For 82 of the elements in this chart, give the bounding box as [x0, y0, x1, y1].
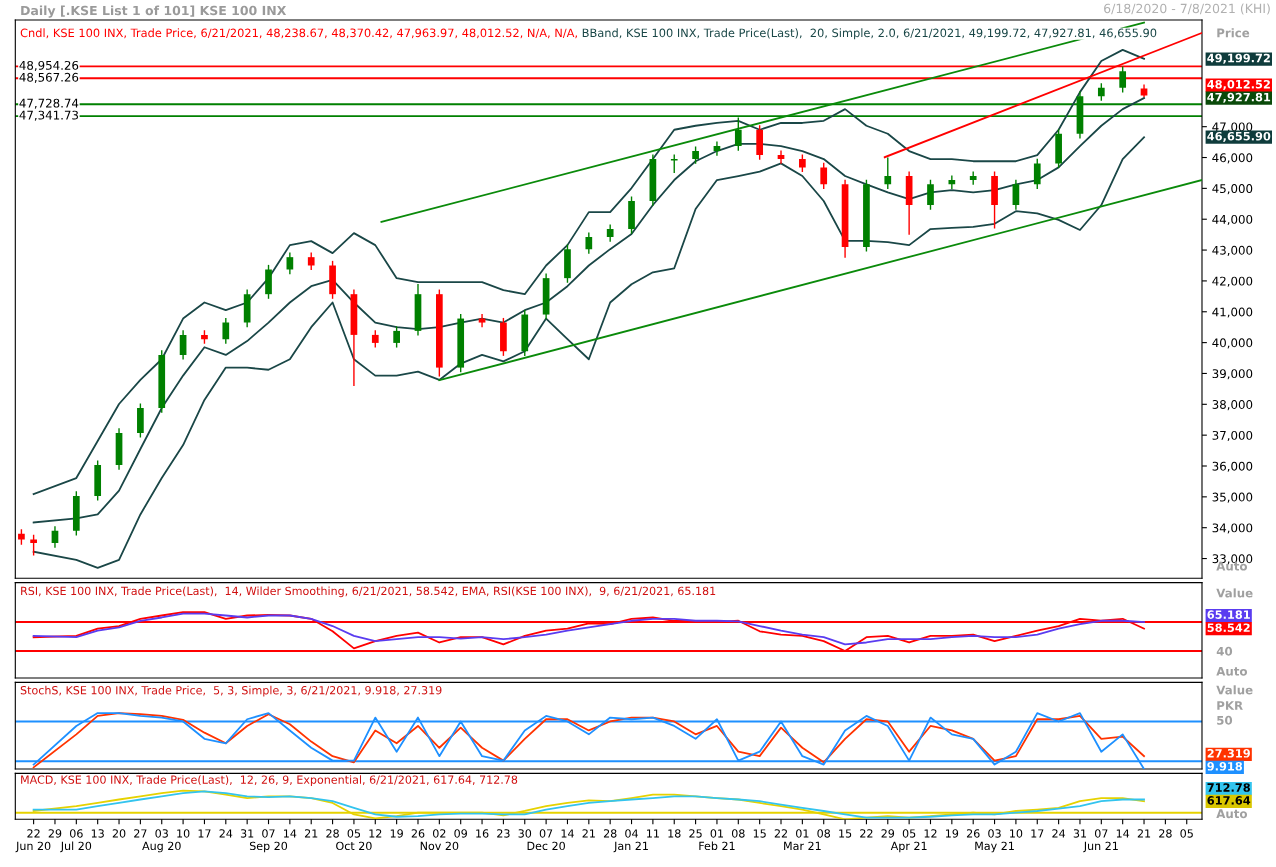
x-tick-label: 20 — [112, 829, 126, 838]
x-tick-label: 13 — [91, 829, 104, 838]
x-tick-label: 19 — [945, 829, 959, 838]
y-tick-label: 46,000 — [1212, 153, 1253, 164]
ref-line-label: 47,341.73 — [19, 110, 79, 121]
x-tick-label: 26 — [966, 829, 980, 838]
y-tick-label: 35,000 — [1212, 492, 1253, 503]
x-tick-label: 21 — [1137, 829, 1151, 838]
text: Value — [1216, 685, 1253, 695]
x-tick-label: 28 — [1159, 829, 1172, 838]
x-tick-label: 10 — [177, 829, 190, 838]
x-tick-label: 22 — [774, 829, 787, 838]
text: 617.64 — [1207, 796, 1251, 805]
ref-line-label: 48,954.26 — [19, 60, 79, 72]
x-tick-label: 26 — [411, 829, 425, 838]
x-tick-label: 15 — [753, 829, 766, 838]
text: 50 — [1217, 715, 1233, 725]
x-tick-label: 08 — [817, 829, 831, 838]
text: 49,199.72 — [1207, 53, 1270, 64]
y-tick-label: 45,000 — [1212, 184, 1253, 195]
x-tick-label: 29 — [881, 829, 895, 838]
chart-title: Daily [.KSE List 1 of 101] KSE 100 INX — [21, 5, 287, 18]
x-tick-label: 21 — [304, 829, 318, 838]
chart-title: RSI, KSE 100 INX, Trade Price(Last), 14, Wilder Smoothing, 6/21/2021, 58.542, EMA, RSI(KSE 100 INX), 9, 6/21/2021, 65.181 — [21, 586, 716, 598]
text: 9.918 — [1207, 761, 1243, 771]
x-tick-label: 12 — [924, 829, 937, 838]
text: 46,655.90 — [1207, 131, 1271, 142]
x-tick-label: 08 — [731, 829, 745, 838]
x-tick-label: 14 — [284, 829, 297, 838]
x-tick-label: 27 — [134, 829, 147, 838]
y-tick-label: 43,000 — [1212, 245, 1253, 256]
x-tick-label: 30 — [518, 829, 532, 838]
y-tick-label: 38,000 — [1212, 400, 1253, 411]
x-tick-label: 23 — [497, 829, 510, 838]
x-tick-label: 24 — [219, 829, 233, 838]
x-tick-label: 21 — [582, 829, 595, 838]
y-tick-label: 40,000 — [1212, 338, 1253, 349]
text: PKR — [1217, 701, 1243, 710]
y-tick-label: 37,000 — [1212, 430, 1253, 442]
text: 27.319 — [1207, 748, 1250, 758]
x-tick-label: 24 — [1052, 829, 1066, 838]
y-tick-label: 39,000 — [1212, 369, 1253, 380]
text: 58.542 — [1207, 623, 1250, 632]
chart-title: StochS, KSE 100 INX, Trade Price, 5, 3, Simple, 3, 6/21/2021, 9.918, 27.319 — [20, 685, 442, 697]
text: Price — [1217, 28, 1250, 38]
text: 712.78 — [1207, 783, 1250, 792]
x-tick-label: 17 — [1031, 829, 1044, 838]
x-tick-label: 14 — [561, 829, 574, 838]
y-tick-label: 44,000 — [1212, 214, 1253, 226]
x-tick-label: 09 — [454, 829, 467, 838]
y-tick-label: 34,000 — [1212, 523, 1253, 534]
x-tick-label: 12 — [369, 829, 382, 838]
y-tick-label: 41,000 — [1212, 307, 1253, 318]
ref-line-label: 48,567.26 — [19, 72, 79, 83]
x-tick-label: 28 — [603, 829, 617, 838]
chart-title: MACD, KSE 100 INX, Trade Price(Last), 12, 26, 9, Exponential, 6/21/2021, 617.64, 712.78 — [21, 775, 518, 786]
annotation: BBand, KSE 100 INX, Trade Price(Last), 20, Simple, 2.0, 6/21/2021, 49,199.72, 47,927.81, 46,655.90 — [582, 28, 1157, 40]
x-tick-label: 11 — [647, 829, 659, 838]
text: 65.181 — [1207, 610, 1250, 619]
y-tick-label: 36,000 — [1212, 461, 1253, 472]
x-tick-label: 31 — [240, 829, 254, 838]
ref-line-label: 47,728.74 — [19, 98, 79, 109]
x-tick-label: 14 — [1116, 829, 1130, 838]
annotation: Cndl, KSE 100 INX, Trade Price, 6/21/2021, 48,238.67, 48,370.42, 47,963.97, 48,012.52, N/A, N/A, — [20, 28, 577, 39]
y-tick-label: 42,000 — [1212, 276, 1253, 287]
x-tick-label: 05 — [1180, 829, 1193, 838]
y-tick-label: 47,000 — [1212, 122, 1253, 133]
text: 47,927.81 — [1207, 92, 1271, 103]
text: Auto — [1216, 809, 1248, 819]
x-tick-label: 16 — [476, 829, 489, 838]
x-tick-label: 18 — [668, 829, 681, 838]
x-tick-label: 10 — [1010, 829, 1023, 838]
x-tick-label: 15 — [839, 829, 852, 838]
x-tick-label: 19 — [390, 829, 403, 838]
x-tick-label: 17 — [198, 829, 211, 838]
x-tick-label: 28 — [326, 829, 339, 838]
text: 40 — [1216, 646, 1233, 656]
text: Auto — [1216, 666, 1248, 676]
chart-subtitle: 6/18/2020 - 7/8/2021 (KHI) — [1104, 3, 1270, 15]
text: 48,012.52 — [1207, 79, 1270, 91]
text: Value — [1216, 588, 1253, 598]
x-tick-label: 22 — [860, 829, 873, 838]
